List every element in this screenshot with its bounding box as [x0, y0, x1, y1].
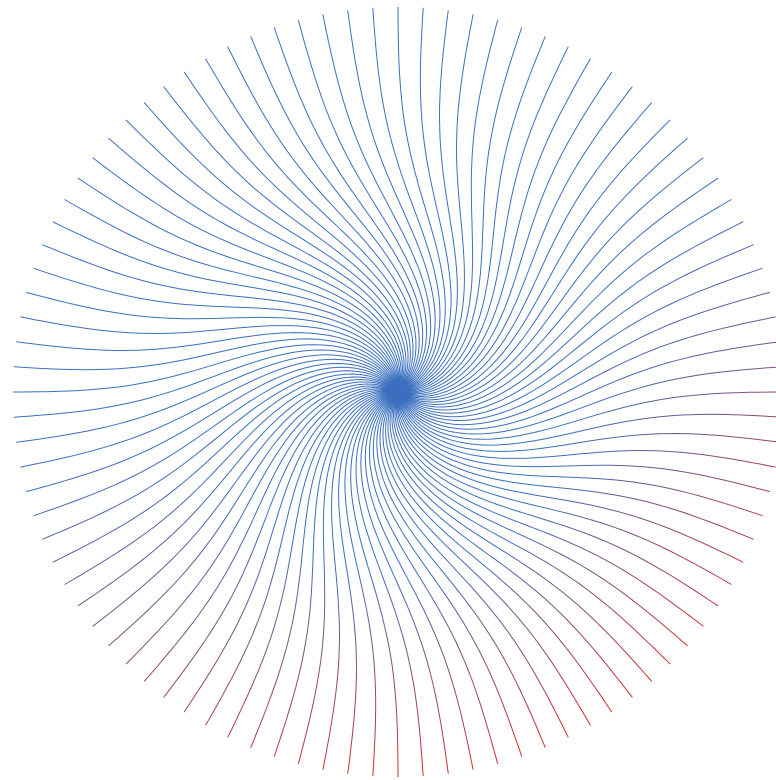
spiral-line [92, 157, 402, 393]
spiral-line [387, 391, 633, 698]
spiral-line [92, 381, 399, 627]
spiral-line [397, 7, 446, 393]
spiral-line [360, 391, 449, 774]
spiral-line [397, 177, 719, 406]
spiral-line [205, 58, 414, 393]
spiral-line [395, 391, 719, 607]
spiral-line [52, 373, 399, 563]
spiral-line [397, 71, 613, 395]
spiral-line [397, 341, 776, 430]
spiral-line [397, 157, 704, 403]
spiral-line [163, 86, 409, 393]
spiral-line [397, 58, 591, 394]
spiral-line [384, 391, 613, 713]
spiral-line [397, 391, 754, 540]
spiral-line [397, 391, 776, 452]
spiral-line [376, 391, 546, 748]
spiral-line [250, 36, 420, 393]
spiral-line [52, 221, 400, 393]
spiral-line [64, 199, 400, 393]
spiral-line [250, 391, 399, 748]
spiral-line [397, 36, 546, 393]
spiral-line [397, 316, 776, 426]
spiral-line [33, 267, 399, 393]
spiral-line [297, 391, 399, 765]
spiral-line [338, 391, 399, 774]
spiral-line [13, 338, 399, 393]
spiral-line [108, 383, 399, 647]
spiral-line [397, 244, 754, 414]
spiral-line [13, 349, 399, 418]
spiral-line [322, 391, 399, 770]
spiral-line [297, 19, 428, 393]
spiral-line [397, 10, 458, 393]
spiral-line [389, 391, 653, 682]
spiral-line [394, 391, 704, 627]
spiral-line [350, 391, 399, 777]
spiral-line [273, 391, 399, 757]
spiral-line [227, 46, 417, 393]
spiral-line [397, 199, 732, 408]
spiral-line [322, 14, 432, 393]
spiral-line [397, 391, 776, 446]
spiral-line [382, 391, 591, 726]
spiral-line [13, 344, 399, 393]
spiral-line [25, 291, 399, 393]
spiral-line [397, 27, 523, 393]
spiral-line [397, 291, 771, 422]
spiral-line [33, 366, 399, 517]
spiral-line [347, 10, 436, 393]
spiral-line [108, 137, 404, 393]
spiral-line [397, 391, 776, 440]
spiral-line [372, 7, 441, 393]
spiral-line [396, 391, 732, 585]
spiral-line [183, 389, 399, 713]
spiral-line [77, 378, 399, 607]
spiral-line [42, 244, 399, 393]
spiral-line [125, 385, 399, 665]
spiral-line [391, 391, 671, 665]
spiral-line [20, 316, 399, 393]
spiral-line [364, 391, 474, 770]
spiral-line [125, 119, 405, 393]
spiral-line [344, 391, 399, 777]
spiral-line [397, 46, 569, 394]
spiral-line [25, 362, 399, 493]
spiral-line [397, 391, 771, 493]
spiral-line [397, 86, 633, 396]
spiral-line [396, 391, 744, 563]
spiral-line [397, 221, 744, 411]
spiral-line [16, 354, 399, 443]
spiral-line [397, 14, 474, 393]
spiral-line [397, 119, 671, 399]
spiral-line [397, 366, 776, 435]
spiral-line [397, 391, 776, 468]
spiral-line [77, 177, 401, 393]
spiral-line [20, 358, 399, 468]
spiral-line [397, 102, 653, 398]
spiral-line [273, 27, 424, 393]
spiral-line [42, 370, 399, 540]
spiral-line [397, 267, 763, 418]
spiral-line [16, 332, 399, 393]
spiral-line [397, 19, 499, 393]
spiral-line [163, 388, 399, 698]
spiral-line [227, 390, 399, 738]
spiral-line [397, 7, 452, 393]
spiral-line [392, 391, 688, 647]
spiral-line [372, 391, 523, 757]
spiral-line [143, 386, 399, 682]
spiral-line [64, 376, 399, 585]
spiral-line [355, 391, 424, 777]
spiral-line [205, 390, 399, 726]
spiral-line [379, 391, 569, 738]
spiral-line [368, 391, 499, 765]
spiral-line [397, 137, 688, 401]
spiral-line [397, 391, 763, 517]
spiral-line [143, 102, 407, 393]
spiral-line [183, 71, 412, 393]
